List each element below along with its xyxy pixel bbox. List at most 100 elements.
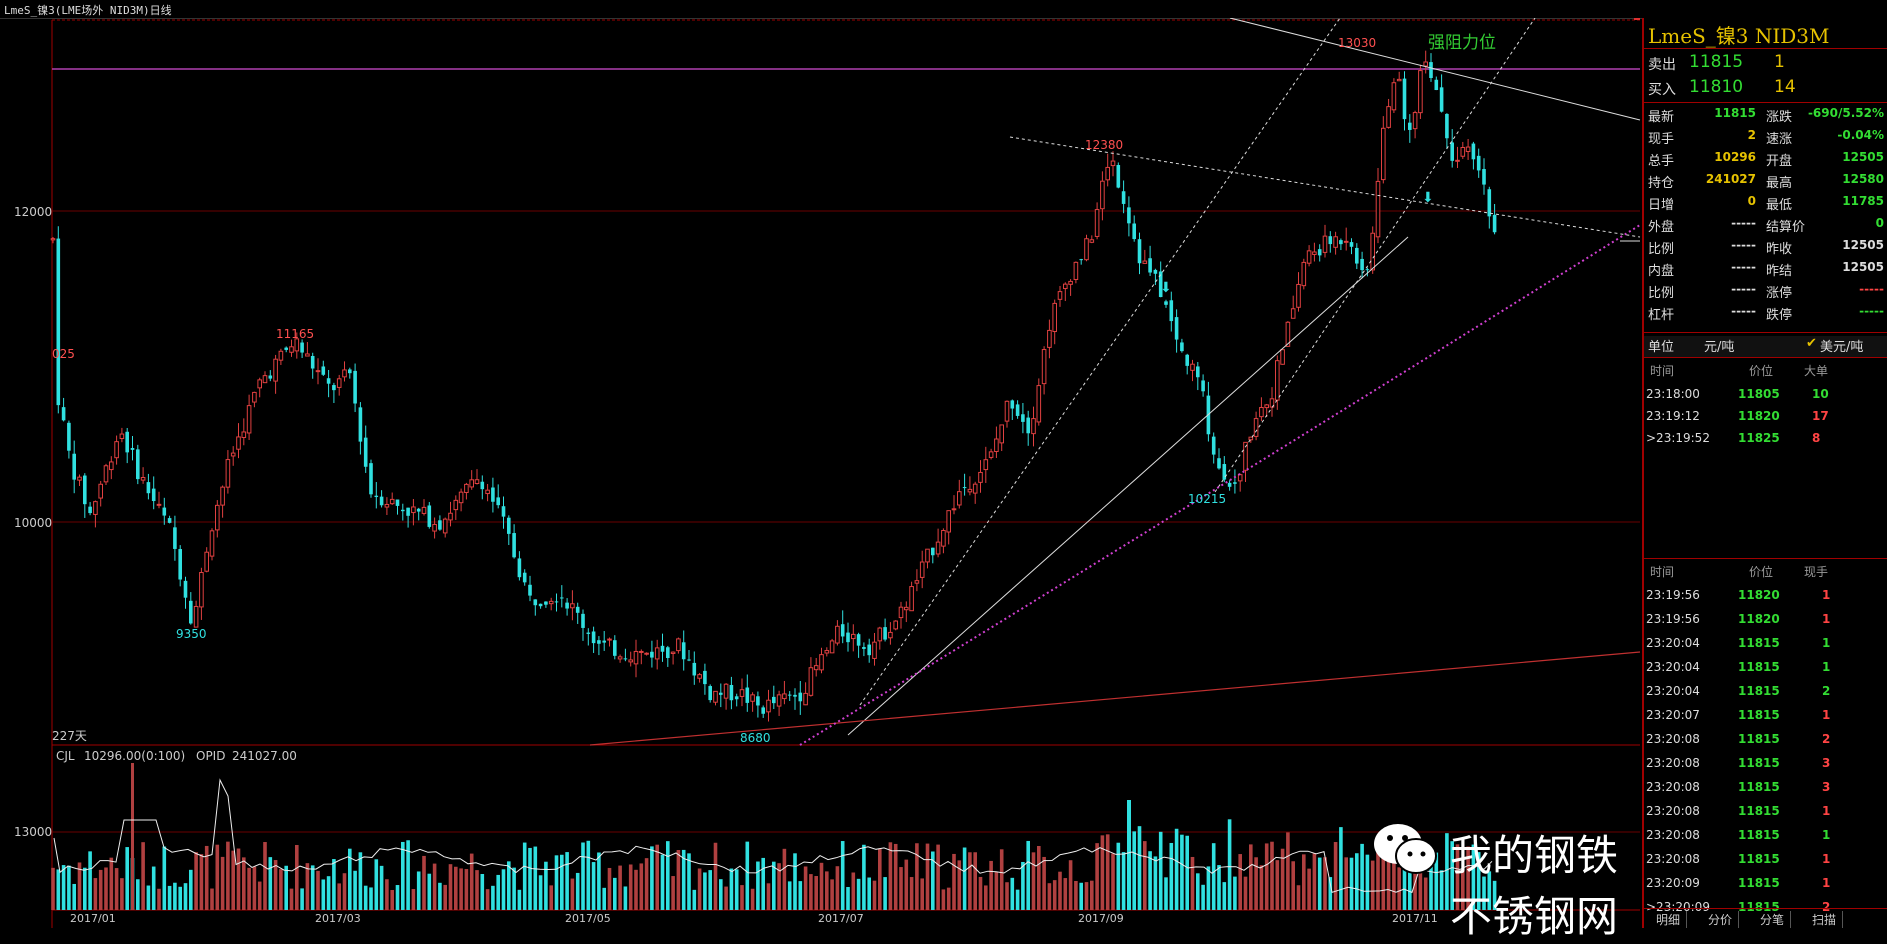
volume-bar: [1121, 852, 1126, 910]
volume-bar: [1360, 843, 1364, 910]
volume-bar: [560, 854, 564, 910]
tab-detail[interactable]: 明细: [1650, 911, 1688, 928]
volume-bar: [406, 840, 410, 910]
stat-value: 12505: [1842, 150, 1884, 164]
candle: [262, 375, 268, 384]
candle: [1180, 342, 1184, 352]
tab-price[interactable]: 分价: [1702, 911, 1740, 928]
volume-bar: [363, 885, 368, 910]
volume-bar: [745, 841, 750, 910]
chart-grid: [51, 19, 1640, 928]
stat-value: -----: [1731, 260, 1756, 274]
candle: [189, 600, 193, 624]
volume-bar: [242, 857, 246, 910]
candle: [1164, 301, 1168, 305]
candlestick-chart[interactable]: 12000 10000 13000 2017/01 2017/03 2017/05 2017…: [0, 18, 1642, 928]
volume-bar: [374, 859, 379, 910]
stat-value: -----: [1731, 216, 1756, 230]
candle: [1412, 112, 1418, 130]
candle: [348, 369, 352, 374]
volume-bar: [867, 877, 871, 910]
volume-bar: [544, 861, 548, 910]
candle: [448, 512, 453, 521]
volume-bar: [968, 852, 972, 910]
candle: [178, 549, 182, 580]
volume-bar: [1190, 856, 1195, 910]
candle: [98, 483, 104, 499]
volume-bar: [904, 859, 909, 910]
candle: [1396, 78, 1402, 82]
tick-row: 23:20:04 11815 2: [1646, 684, 1831, 698]
candle: [798, 692, 803, 702]
volume-bar: [1116, 842, 1121, 910]
volume-bar: [1137, 826, 1142, 910]
volume-bar: [772, 861, 776, 910]
volume-bar: [883, 877, 887, 910]
candle: [72, 453, 76, 480]
tab-trades[interactable]: 分笔: [1754, 911, 1792, 928]
date-tick: 2017/09: [1078, 912, 1124, 925]
candle: [591, 631, 596, 644]
tick-row: 23:20:08 11815 3: [1646, 780, 1831, 794]
volume-bar: [660, 854, 665, 910]
volume-bar: [173, 882, 177, 910]
tab-scan[interactable]: 扫描: [1806, 911, 1844, 928]
volume-bar: [1047, 883, 1052, 910]
volume-bar: [56, 869, 61, 910]
volume-bar: [639, 863, 644, 910]
volume-bar: [1423, 877, 1428, 910]
volume-bar: [448, 864, 453, 910]
volume-bar: [872, 880, 877, 910]
volume-bar: [1333, 842, 1338, 910]
low-label: 9350: [176, 627, 207, 641]
volume-bar: [1302, 854, 1306, 910]
candle: [972, 483, 978, 494]
volume-bar: [602, 887, 606, 910]
volume-bar: [840, 841, 845, 910]
volume-bar: [1079, 882, 1083, 910]
volume-bar: [920, 878, 924, 910]
unit-cny[interactable]: 元/吨: [1704, 340, 1735, 355]
curved-support-line: [799, 224, 1641, 746]
volume-bar: [512, 867, 516, 910]
candle: [61, 407, 66, 421]
candle: [829, 640, 835, 654]
tick-row: 23:20:08 11815 1: [1646, 828, 1831, 842]
volume-bar: [1349, 857, 1354, 910]
buy-row[interactable]: 买入 11810 14: [1644, 76, 1887, 100]
stat-label: 现手: [1648, 132, 1675, 147]
volume-bar: [1068, 860, 1073, 910]
watermark: 我的钢铁不锈钢网: [1370, 818, 1632, 941]
candle: [1312, 251, 1317, 255]
volume-bar: [984, 885, 988, 910]
candle: [1094, 209, 1100, 237]
volume-bar: [1487, 871, 1492, 910]
candle: [522, 572, 527, 583]
candle: [379, 496, 384, 506]
stat-row: 内盘 ----- 昨结 12505: [1644, 260, 1887, 282]
candle: [1386, 106, 1391, 128]
candle: [1047, 329, 1052, 348]
volume-bar: [978, 876, 983, 910]
stat-label: 比例: [1648, 286, 1675, 301]
resistance-label: 强阻力位: [1428, 33, 1496, 53]
volume-bar: [766, 883, 771, 910]
candle: [517, 558, 522, 578]
unit-usd[interactable]: 美元/吨: [1820, 340, 1864, 355]
candle: [50, 238, 56, 241]
volume-bar: [713, 842, 718, 910]
volume-bar: [131, 763, 134, 910]
volume-bar: [909, 877, 914, 910]
stat-label: 杠杆: [1648, 308, 1675, 323]
sell-row[interactable]: 卖出 11815 1: [1644, 51, 1887, 75]
stat-label: 外盘: [1648, 220, 1675, 235]
candle: [888, 631, 893, 639]
candle: [199, 572, 204, 608]
candle: [411, 506, 416, 514]
candle: [1429, 62, 1433, 78]
candle: [1073, 261, 1079, 280]
unit-row[interactable]: 单位 元/吨 ✔ 美元/吨: [1644, 336, 1887, 358]
candle: [1248, 436, 1254, 441]
stat-label: 开盘: [1766, 154, 1793, 169]
candle: [872, 641, 877, 659]
